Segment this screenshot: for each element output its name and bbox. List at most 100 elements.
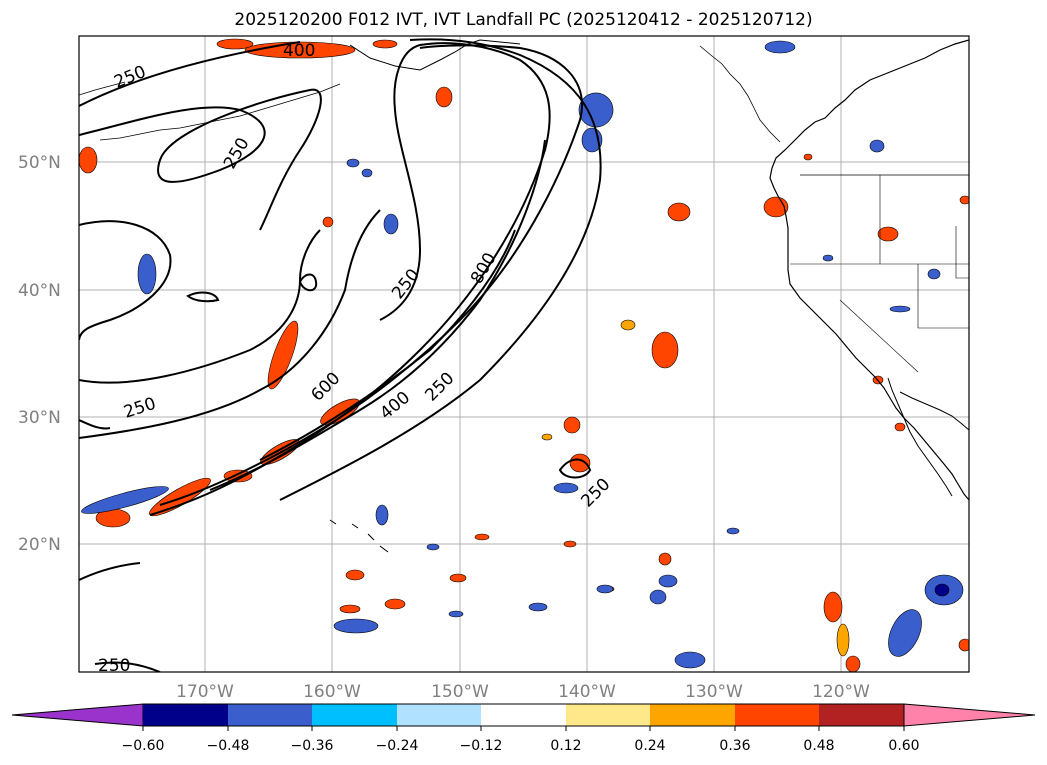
pos-blob bbox=[339, 604, 361, 614]
ivt-contour-outer bbox=[79, 419, 111, 430]
ivt-contour-600 bbox=[209, 139, 546, 491]
colorbar-bin bbox=[481, 704, 566, 726]
ivt-contour-small bbox=[298, 273, 318, 292]
neg-blob bbox=[596, 584, 614, 594]
coastlines bbox=[79, 39, 969, 553]
lat-label-50n: 50°N bbox=[18, 153, 61, 173]
colorbar-bin bbox=[566, 704, 650, 726]
pos-blob bbox=[894, 422, 906, 432]
colorbar-tick-label: 0.60 bbox=[888, 738, 919, 754]
contour-label: 400 bbox=[283, 41, 315, 61]
pos-blob bbox=[541, 433, 553, 441]
colorbar-bin bbox=[228, 704, 312, 726]
pos-blob bbox=[877, 226, 899, 242]
neg-blob bbox=[361, 168, 373, 178]
lon-label-130w: 130°W bbox=[685, 682, 743, 702]
pos-blob bbox=[823, 591, 843, 623]
ivt-contour-small bbox=[186, 291, 220, 303]
map-title: 2025120200 F012 IVT, IVT Landfall PC (20… bbox=[234, 10, 813, 30]
colorbar-tick-label: −0.24 bbox=[376, 738, 419, 754]
pos-blob bbox=[474, 533, 490, 541]
ivt-contour-400 bbox=[159, 44, 583, 506]
neg-blob bbox=[137, 253, 157, 295]
us-state-border bbox=[839, 299, 919, 373]
colorbar-bin bbox=[143, 704, 228, 726]
colorbar-tick-label: −0.12 bbox=[460, 738, 503, 754]
neg-blob bbox=[658, 574, 678, 588]
ivt-contour-outer bbox=[279, 38, 602, 501]
graticule bbox=[79, 36, 969, 672]
ivt-contours bbox=[79, 38, 602, 672]
ivt-contour-250 bbox=[79, 220, 172, 341]
pos-blob bbox=[449, 573, 467, 583]
colorbar-tick-label: −0.36 bbox=[291, 738, 334, 754]
pos-blob bbox=[958, 638, 969, 652]
lat-label-40n: 40°N bbox=[18, 281, 61, 301]
neg-blob bbox=[333, 618, 379, 634]
longitude-axis: 170°W 160°W 150°W 140°W 130°W 120°W bbox=[176, 682, 870, 702]
pos-blob bbox=[563, 416, 581, 434]
pos-blob bbox=[435, 86, 453, 108]
map-frame bbox=[78, 35, 970, 673]
latitude-axis: 50°N 40°N 30°N 20°N bbox=[18, 153, 61, 555]
pos-blob bbox=[345, 569, 365, 581]
pos-blob bbox=[267, 320, 299, 390]
colorbar-tick-label: −0.60 bbox=[122, 738, 165, 754]
pos-blob bbox=[803, 153, 813, 161]
ivt-contour-250 bbox=[79, 41, 301, 107]
pos-blob bbox=[216, 38, 254, 50]
aleutian-islands bbox=[99, 83, 341, 141]
neg-blob bbox=[375, 504, 389, 526]
ivt-contour-250 bbox=[94, 661, 161, 672]
colorbar-under-triangle bbox=[11, 703, 144, 727]
hawaii-islands bbox=[329, 519, 389, 553]
neg-blob bbox=[764, 40, 796, 54]
contour-label: 250 bbox=[98, 656, 130, 676]
pos-blob bbox=[569, 453, 591, 473]
pos-blob bbox=[959, 195, 969, 205]
neg-blob bbox=[426, 543, 440, 551]
bc-fjord-coast bbox=[699, 45, 781, 143]
ivt-contour-250 bbox=[79, 562, 141, 581]
ivt-contour-250 bbox=[79, 229, 321, 384]
pos-blob bbox=[223, 469, 253, 483]
colorbar-bin bbox=[819, 704, 904, 726]
map-plot-area: 400 250 250 250 800 250 600 400 250 250 … bbox=[79, 36, 969, 676]
lat-label-20n: 20°N bbox=[18, 535, 61, 555]
lon-label-150w: 150°W bbox=[431, 682, 489, 702]
pos-blob bbox=[384, 598, 406, 610]
colorbar-tick-label: 0.24 bbox=[634, 738, 665, 754]
neg-blob bbox=[888, 609, 922, 657]
pos-blob bbox=[79, 146, 98, 174]
neg-blob bbox=[889, 305, 911, 313]
neg-blob bbox=[674, 651, 706, 669]
colorbar-bin bbox=[312, 704, 397, 726]
pos-blob bbox=[372, 39, 398, 49]
neg-blob bbox=[448, 610, 464, 618]
baja-peninsula bbox=[887, 377, 953, 497]
pos-blob bbox=[651, 331, 679, 369]
ivt-contour-small bbox=[558, 458, 592, 479]
colorbar-bin bbox=[397, 704, 481, 726]
neg-blob bbox=[934, 583, 950, 597]
lon-label-140w: 140°W bbox=[558, 682, 616, 702]
colorbar-tick-label: 0.48 bbox=[803, 738, 834, 754]
us-state-border bbox=[917, 264, 969, 329]
north-america-coast bbox=[769, 39, 969, 501]
neg-blob bbox=[927, 268, 941, 280]
colorbar-bin bbox=[650, 704, 735, 726]
pos-blob bbox=[620, 319, 636, 331]
ivt-contour-250 bbox=[79, 209, 381, 439]
pos-blob bbox=[563, 540, 577, 548]
colorbar-tick-label: −0.48 bbox=[207, 738, 250, 754]
ivt-contour-800 bbox=[259, 229, 516, 461]
sea-of-okhotsk-islands bbox=[79, 81, 126, 96]
neg-blob bbox=[649, 589, 667, 605]
colorbar: −0.60 −0.48 −0.36 −0.24 −0.12 0.12 0.24 … bbox=[11, 703, 1036, 754]
pos-blob bbox=[667, 202, 691, 222]
us-state-border bbox=[955, 226, 969, 279]
pos-blob bbox=[658, 552, 672, 566]
pos-blob bbox=[845, 655, 861, 672]
colorbar-bin bbox=[735, 704, 819, 726]
